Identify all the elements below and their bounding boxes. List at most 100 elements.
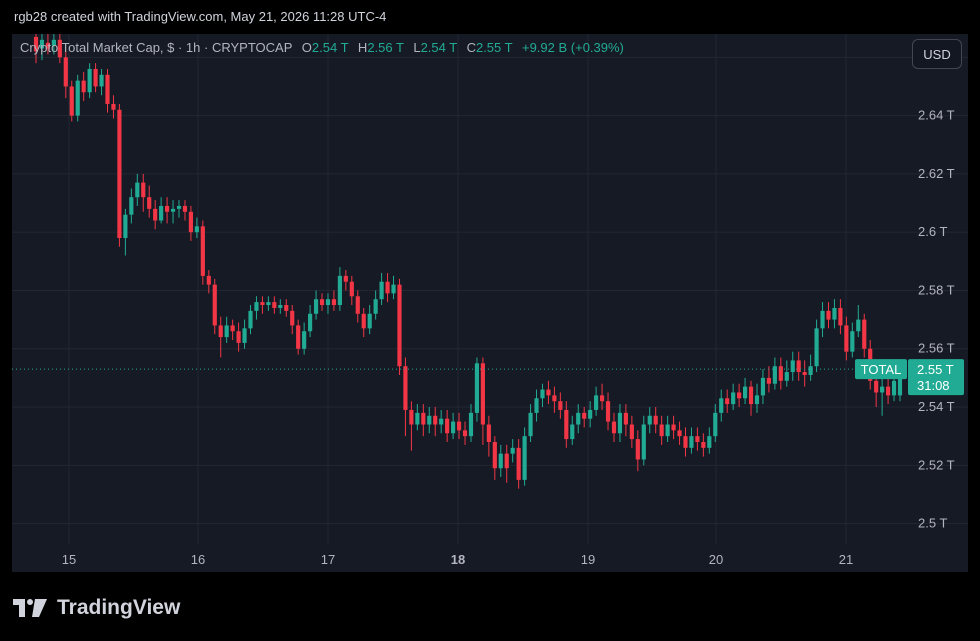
candle-body [403, 366, 408, 410]
candle-body [319, 299, 325, 306]
candle [552, 386, 557, 413]
candle [492, 436, 497, 480]
candle [742, 377, 748, 405]
candle [206, 270, 211, 294]
currency-button[interactable]: USD [912, 39, 962, 69]
candle-body [629, 424, 634, 440]
tradingview-logo[interactable]: TradingView [13, 593, 180, 623]
candle-body [594, 395, 599, 410]
candle-body [784, 372, 789, 381]
candle [224, 316, 229, 343]
candle [367, 305, 372, 335]
candle [659, 415, 664, 445]
candle-body [528, 412, 533, 437]
candle [313, 290, 319, 320]
x-tick-label: 15 [62, 552, 76, 567]
candle-body [665, 424, 670, 437]
candle-body [367, 313, 372, 329]
candle-body [302, 331, 307, 349]
candle-body [844, 325, 849, 352]
y-tick-label: 2.5 T [918, 516, 947, 531]
candle [558, 392, 563, 419]
candle-body [695, 436, 700, 442]
candle-body [81, 80, 86, 93]
candle [480, 357, 485, 445]
candle [671, 415, 676, 440]
x-tick-label: 17 [321, 552, 335, 567]
candle [474, 357, 480, 422]
candle-body [242, 328, 247, 343]
candle [170, 200, 176, 224]
candle [373, 290, 378, 320]
candle-body [552, 395, 557, 402]
candle-body [850, 331, 855, 352]
price-tag-name: TOTAL [861, 362, 902, 377]
candle-body [802, 372, 807, 375]
candle-body [689, 436, 694, 448]
candle [63, 51, 68, 99]
candle [236, 322, 241, 352]
candle [349, 275, 354, 306]
candle-body [880, 386, 885, 393]
candle [576, 404, 581, 434]
candle-body [111, 103, 116, 110]
candle [123, 208, 128, 256]
candle [504, 444, 509, 483]
candle-body [462, 430, 468, 437]
candle [653, 407, 658, 434]
candle [200, 220, 205, 285]
candle-body [796, 360, 801, 373]
candle-body [891, 380, 897, 396]
candle [611, 412, 617, 442]
candlestick-chart[interactable]: 2.5 T 2.52 T 2.54 T 2.56 T 2.58 T 2.6 T 2.62 T… [12, 34, 968, 572]
candle-body [719, 398, 724, 413]
candle [766, 366, 771, 393]
candle [319, 293, 325, 311]
candle [748, 380, 754, 416]
candle-body [701, 442, 706, 448]
candle [433, 407, 438, 437]
candle-body [742, 386, 748, 399]
symbol-info[interactable]: Crypto Total Market Cap, $ · 1h · CRYPTO… [20, 40, 293, 55]
candle-body [57, 39, 62, 58]
candle [33, 34, 39, 64]
candle [564, 401, 569, 448]
candle-body [683, 436, 688, 448]
price-tag-value-box [908, 359, 964, 396]
candle-body [713, 412, 718, 437]
candle-body [51, 39, 56, 46]
candle [719, 389, 724, 422]
candle [778, 357, 783, 390]
y-axis-labels: 2.5 T 2.52 T 2.54 T 2.56 T 2.58 T 2.6 T 2.62 T… [918, 49, 955, 530]
candle-body [355, 296, 360, 314]
candle-body [474, 363, 480, 413]
candle-body [611, 421, 617, 434]
high-label: H [357, 40, 368, 55]
candle-body [760, 377, 766, 396]
candle-body [677, 430, 682, 437]
candle-body [373, 299, 378, 314]
candle [135, 173, 140, 206]
candle-body [653, 415, 658, 425]
candle [725, 389, 730, 413]
candle-body [814, 328, 819, 367]
candle [885, 377, 891, 405]
candle [689, 427, 694, 454]
candle [498, 444, 503, 477]
close-label: C [466, 40, 476, 55]
candle [850, 322, 855, 358]
candle-body [33, 36, 39, 52]
candle-body [63, 57, 68, 87]
candle-body [188, 211, 194, 233]
candle [331, 290, 337, 311]
candle-body [260, 302, 265, 306]
candle-body [492, 442, 497, 469]
y-tick-label: 2.58 T [918, 282, 955, 297]
candle-body [599, 395, 605, 402]
candle [534, 389, 539, 422]
candle-body [254, 302, 259, 311]
candle-body [838, 307, 843, 326]
low-label: L [413, 40, 421, 55]
candle-body [182, 205, 188, 212]
chart-panel[interactable]: 2.5 T 2.52 T 2.54 T 2.56 T 2.58 T 2.6 T 2.62 T… [12, 34, 968, 572]
